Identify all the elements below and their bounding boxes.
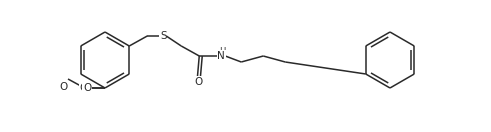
Text: S: S: [160, 31, 166, 41]
Text: O: O: [83, 83, 91, 93]
Text: O: O: [79, 83, 87, 93]
Text: N: N: [218, 51, 225, 61]
Text: H: H: [219, 47, 225, 56]
Text: O: O: [194, 77, 203, 87]
Text: O: O: [59, 82, 67, 93]
